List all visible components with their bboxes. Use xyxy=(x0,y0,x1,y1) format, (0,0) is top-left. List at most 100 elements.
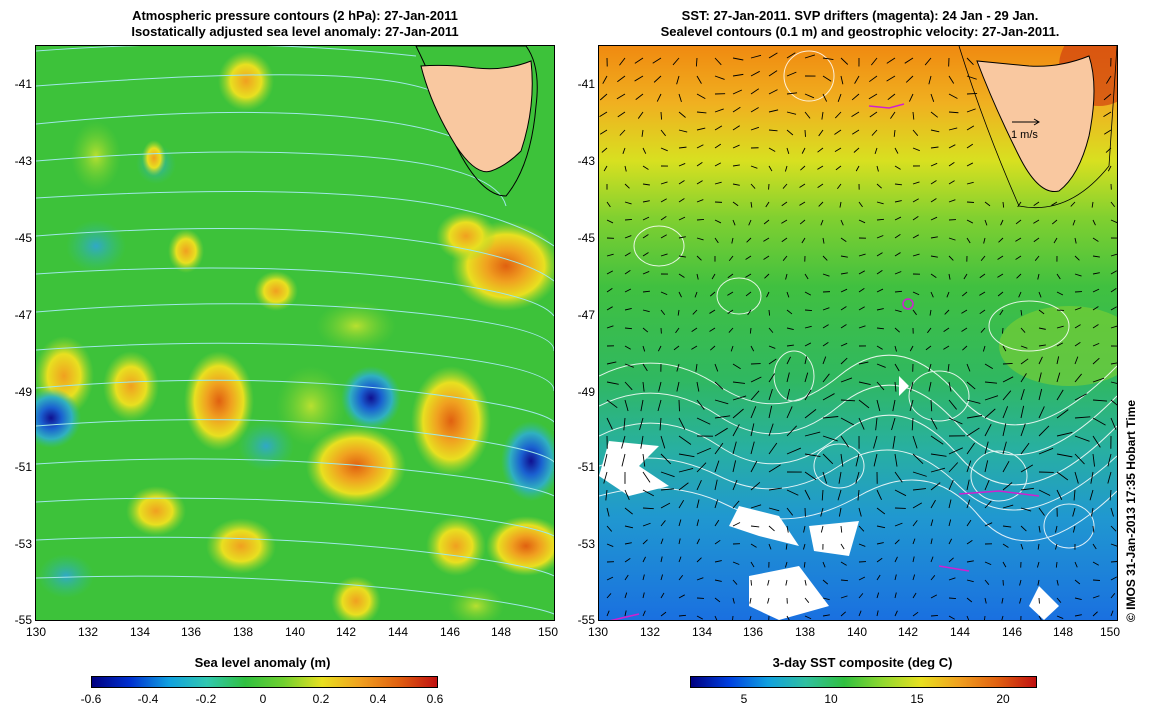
velocity-arrow xyxy=(840,399,856,402)
velocity-arrow xyxy=(1036,561,1040,568)
velocity-arrow xyxy=(966,519,972,527)
velocity-arrow xyxy=(732,561,740,565)
velocity-arrow xyxy=(678,499,685,509)
velocity-arrow xyxy=(804,309,813,311)
velocity-arrow xyxy=(947,363,950,372)
velocity-arrow xyxy=(624,235,632,239)
velocity-arrow xyxy=(603,471,608,484)
velocity-arrow xyxy=(803,561,806,568)
right-title-line1: SST: 27-Jan-2011. SVP drifters (magenta)… xyxy=(681,8,1039,23)
left-y-tick: -55 xyxy=(14,613,32,627)
velocity-arrow xyxy=(637,111,644,119)
velocity-arrow xyxy=(984,500,992,509)
velocity-arrow xyxy=(750,376,762,383)
velocity-arrow xyxy=(642,574,645,581)
velocity-arrow xyxy=(640,435,644,449)
velocity-arrow xyxy=(746,237,752,243)
velocity-arrow xyxy=(768,358,777,365)
velocity-arrow xyxy=(930,180,937,185)
velocity-arrow xyxy=(912,502,923,509)
velocity-arrow xyxy=(966,560,974,563)
velocity-arrow xyxy=(822,614,830,617)
velocity-arrow xyxy=(606,543,614,547)
velocity-arrow xyxy=(732,395,747,401)
sst-map[interactable]: 1 m/s xyxy=(598,45,1118,621)
velocity-arrow xyxy=(1020,373,1027,383)
right-x-tick: 134 xyxy=(692,625,713,639)
velocity-arrow xyxy=(642,165,649,170)
velocity-arrow xyxy=(876,165,879,172)
velocity-arrow xyxy=(732,164,740,167)
velocity-arrow xyxy=(894,610,898,617)
velocity-arrow xyxy=(1110,219,1117,224)
velocity-arrow xyxy=(1092,525,1095,533)
velocity-arrow xyxy=(1002,423,1007,437)
velocity-arrow xyxy=(676,363,680,372)
velocity-arrow xyxy=(858,610,862,617)
velocity-arrow xyxy=(750,201,753,208)
velocity-arrow xyxy=(714,57,722,66)
velocity-arrow xyxy=(997,255,1004,260)
velocity-arrow xyxy=(642,309,650,313)
velocity-arrow xyxy=(785,543,788,550)
velocity-arrow xyxy=(1002,482,1013,491)
velocity-arrow xyxy=(599,93,608,101)
velocity-arrow xyxy=(966,57,974,66)
velocity-arrow xyxy=(912,453,924,465)
velocity-arrow xyxy=(623,417,626,431)
velocity-arrow xyxy=(876,235,884,239)
velocity-arrow xyxy=(606,306,613,311)
velocity-arrow xyxy=(714,539,721,545)
velocity-arrow xyxy=(868,75,878,83)
velocity-arrow xyxy=(709,327,716,332)
velocity-arrow xyxy=(642,327,649,333)
velocity-arrow xyxy=(984,395,999,401)
velocity-arrow xyxy=(894,363,900,372)
velocity-arrow xyxy=(948,399,957,410)
velocity-arrow xyxy=(1074,307,1082,311)
velocity-arrow xyxy=(1110,525,1117,532)
velocity-arrow xyxy=(766,291,770,298)
velocity-arrow xyxy=(617,75,626,83)
velocity-arrow xyxy=(876,270,883,275)
velocity-arrow xyxy=(1051,201,1058,206)
velocity-arrow xyxy=(894,271,902,275)
velocity-arrow xyxy=(894,234,901,239)
velocity-arrow xyxy=(678,236,686,239)
velocity-arrow xyxy=(642,363,648,372)
sea-level-anomaly-map[interactable] xyxy=(35,45,555,621)
right-x-tick: 142 xyxy=(898,625,919,639)
velocity-arrow xyxy=(1051,219,1058,225)
velocity-arrow xyxy=(984,363,993,369)
velocity-arrow xyxy=(1110,610,1114,617)
velocity-arrow xyxy=(768,373,775,383)
velocity-arrow xyxy=(930,556,934,563)
velocity-arrow xyxy=(799,201,806,206)
right-y-tick: -43 xyxy=(577,154,595,168)
velocity-arrow xyxy=(961,327,968,332)
velocity-arrow xyxy=(624,489,630,501)
velocity-arrow xyxy=(858,543,866,547)
velocity-arrow xyxy=(678,417,686,430)
velocity-arrow xyxy=(858,306,865,311)
velocity-arrow xyxy=(891,417,896,431)
velocity-arrow xyxy=(1092,272,1100,275)
velocity-arrow xyxy=(750,481,761,491)
velocity-arrow xyxy=(1020,388,1025,401)
velocity-arrow xyxy=(912,520,918,527)
velocity-arrow xyxy=(876,345,883,350)
velocity-arrow xyxy=(732,500,740,509)
velocity-arrow xyxy=(714,363,719,372)
velocity-arrow xyxy=(930,255,938,258)
velocity-arrow xyxy=(912,309,917,316)
velocity-arrow xyxy=(714,125,723,131)
velocity-arrow xyxy=(1072,219,1076,226)
velocity-arrow xyxy=(1020,309,1023,316)
velocity-arrow xyxy=(800,165,806,171)
velocity-arrow xyxy=(1074,614,1082,617)
velocity-arrow xyxy=(1033,201,1040,207)
velocity-arrow xyxy=(894,147,899,154)
velocity-arrow xyxy=(1092,561,1099,566)
velocity-arrow xyxy=(1020,358,1029,365)
velocity-arrow xyxy=(894,216,902,221)
